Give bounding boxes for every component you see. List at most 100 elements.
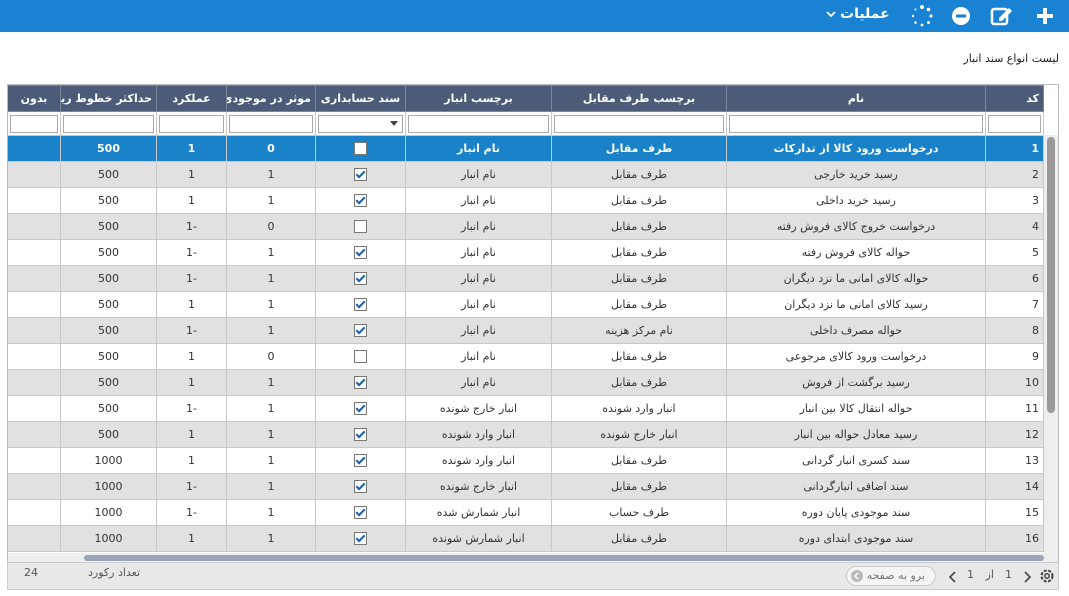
table-row[interactable]: 11 حواله انتقال کالا بین انبار انبار وارد … [8,395,1044,422]
filter-input[interactable] [988,114,1041,133]
table-cell: 500 [60,135,157,162]
next-page[interactable] [1022,570,1032,584]
table-cell: 1 [226,395,316,422]
filter-input[interactable] [318,114,403,133]
table-cell: نام انبار [405,291,552,318]
checkbox[interactable] [354,480,367,494]
checkbox[interactable] [354,142,367,156]
add-button[interactable] [1034,5,1056,27]
table-cell: حواله مصرف داخلی [726,317,986,344]
table-cell: سند کسری انبار گردانی [726,447,986,474]
table-row[interactable]: 1 درخواست ورود کالا از تدارکات طرف مقابل نا… [8,135,1044,162]
table-cell [315,317,406,344]
table-row[interactable]: 8 حواله مصرف داخلی نام مرکز هزینه نام انبار… [8,317,1044,344]
checkbox[interactable] [354,454,367,468]
page-count: 1 [967,568,974,581]
table-row[interactable]: 7 رسید کالای امانی ما نزد دیگران طرف مقابل… [8,291,1044,318]
horizontal-scrollbar[interactable] [8,553,1044,563]
checkbox[interactable] [354,246,367,260]
checkbox[interactable] [354,272,367,286]
table-cell: 500 [60,343,157,370]
checkbox[interactable] [354,376,367,390]
table-row[interactable]: 12 رسید معادل حواله بین انبار انبار خارج ش… [8,421,1044,448]
vertical-scrollbar[interactable] [1044,135,1058,563]
table-cell: رسید خرید خارجی [726,161,986,188]
table-cell: 1 [226,525,316,552]
table-row[interactable]: 13 سند کسری انبار گردانی طرف مقابل انبار وا… [8,447,1044,474]
table-cell [8,265,61,292]
table-cell: انبار شمارش شده [405,499,552,526]
checkbox[interactable] [354,350,367,364]
table-cell: -1 [156,395,227,422]
table-cell: 0 [226,343,316,370]
table-row[interactable]: 14 سند اضافی انبارگردانی طرف مقابل انبار خا… [8,473,1044,500]
checkbox[interactable] [354,220,367,234]
checkbox[interactable] [354,402,367,416]
table-cell: نام انبار [405,161,552,188]
table-cell: 1 [226,161,316,188]
checkbox[interactable] [354,194,367,208]
filter-input[interactable] [63,114,154,133]
table-cell [8,421,61,448]
filter-cell [551,111,727,136]
table-row[interactable]: 2 رسید خرید خارجی طرف مقابل نام انبار 1 1 500 [8,161,1044,188]
table-cell: 1 [156,187,227,214]
table-cell: طرف مقابل [551,343,727,370]
goto-label: برو به صفحه [866,569,925,582]
checkbox[interactable] [354,298,367,312]
filter-input[interactable] [159,114,224,133]
table-cell: -1 [156,499,227,526]
table-cell: 1000 [60,525,157,552]
checkbox[interactable] [354,168,367,182]
table-row[interactable]: 15 سند موجودی پایان دوره طرف حساب انبار شما… [8,499,1044,526]
table-cell: طرف مقابل [551,369,727,396]
table-cell: طرف مقابل [551,525,727,552]
table-cell: 1 [226,499,316,526]
goto-page-box[interactable]: برو به صفحه [846,566,936,586]
table-cell [315,395,406,422]
checkbox[interactable] [354,428,367,442]
prev-page[interactable] [948,570,958,584]
filter-input[interactable] [554,114,724,133]
table-cell: 1000 [60,473,157,500]
operations-menu[interactable]: عملیات [840,6,890,22]
edit-button[interactable] [990,4,1014,26]
table-row[interactable]: 6 حواله کالای امانی ما نزد دیگران طرف مقاب… [8,265,1044,292]
table-cell: طرف مقابل [551,135,727,162]
filter-input[interactable] [729,114,983,133]
table-cell: درخواست خروج کالای فروش رفته [726,213,986,240]
checkbox[interactable] [354,324,367,338]
table-cell: 1 [156,161,227,188]
checkbox[interactable] [354,532,367,546]
table-row[interactable]: 10 رسید برگشت از فروش طرف مقابل نام انبار 1 1… [8,369,1044,396]
table-row[interactable]: 16 سند موجودی ابتدای دوره طرف مقابل انبار ش… [8,525,1044,552]
table-cell: 1 [226,187,316,214]
filter-input[interactable] [229,114,313,133]
table-row[interactable]: 3 رسید خرید داخلی طرف مقابل نام انبار 1 1 500 [8,187,1044,214]
table-cell [8,187,61,214]
filter-input[interactable] [10,114,58,133]
table-cell [8,343,61,370]
table-row[interactable]: 4 درخواست خروج کالای فروش رفته طرف مقابل نا… [8,213,1044,240]
table-cell: 1 [226,369,316,396]
table-cell: 16 [985,525,1044,552]
delete-button[interactable] [950,5,972,27]
checkbox[interactable] [354,506,367,520]
table-cell: 500 [60,395,157,422]
table-cell: 1000 [60,447,157,474]
table-cell: 1 [226,239,316,266]
table-cell: نام انبار [405,213,552,240]
table-cell [8,213,61,240]
table-cell [315,369,406,396]
table-row[interactable]: 9 درخواست ورود کالای مرجوعی طرف مقابل نام ا… [8,343,1044,370]
table-cell: 500 [60,421,157,448]
filter-input[interactable] [408,114,549,133]
refresh-button[interactable] [910,4,934,28]
settings-button[interactable] [1038,567,1056,585]
table-cell: حواله انتقال کالا بین انبار [726,395,986,422]
chevron [826,11,836,18]
table-cell [8,525,61,552]
table-row[interactable]: 5 حواله کالای فروش رفته طرف مقابل نام انبار… [8,239,1044,266]
table-cell: طرف مقابل [551,291,727,318]
